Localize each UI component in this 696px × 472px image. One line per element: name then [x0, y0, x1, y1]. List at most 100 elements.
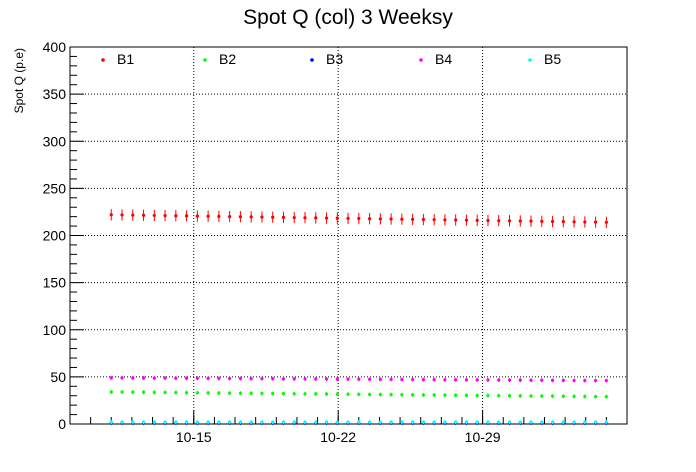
- data-point: [572, 420, 576, 424]
- data-point: [249, 215, 253, 219]
- data-point: [486, 393, 490, 398]
- data-point: [572, 378, 576, 383]
- data-point: [604, 420, 608, 424]
- data-point: [389, 420, 393, 424]
- data-point: [314, 392, 318, 396]
- data-point: [507, 219, 512, 223]
- data-point: [572, 220, 576, 224]
- data-point: [561, 420, 565, 424]
- data-point: [400, 420, 404, 424]
- data-point: [411, 393, 415, 397]
- data-point: [518, 378, 522, 382]
- data-point: [163, 420, 167, 424]
- data-point: [400, 377, 404, 382]
- data-point: [443, 378, 447, 382]
- data-point: [486, 378, 490, 382]
- data-point: [389, 377, 393, 382]
- data-point: [475, 393, 479, 398]
- data-point: [540, 420, 544, 424]
- data-point: [378, 420, 382, 424]
- data-point: [497, 420, 501, 424]
- y-tick-label: 100: [43, 322, 67, 338]
- data-point: [454, 393, 458, 397]
- data-point: [475, 218, 479, 222]
- data-point: [185, 214, 189, 218]
- data-point: [583, 420, 587, 424]
- data-point: [367, 392, 372, 397]
- data-point: [109, 213, 113, 217]
- legend: B1 B2 B3 B4 B5: [101, 51, 561, 67]
- y-tick-label: 150: [43, 275, 67, 291]
- data-point: [529, 378, 533, 382]
- data-point: [174, 420, 178, 424]
- data-point: [249, 391, 253, 395]
- data-point: [561, 378, 565, 382]
- data-point: [206, 391, 210, 395]
- data-point: [421, 420, 425, 424]
- data-point: [281, 377, 286, 381]
- data-point: [464, 378, 469, 382]
- x-tick-label: 10-22: [320, 429, 356, 445]
- data-point: [324, 392, 329, 396]
- data-point: [185, 420, 189, 424]
- y-tick-label: 0: [58, 416, 66, 432]
- data-point: [163, 213, 167, 218]
- data-point: [228, 376, 232, 381]
- data-point: [238, 215, 243, 219]
- data-point: [518, 394, 522, 398]
- axes: 0 50 100 150 200 250 300 350 400 10-15 10-22 10-29: [43, 39, 607, 445]
- data-point: [497, 394, 501, 398]
- data-point: [432, 378, 436, 382]
- data-point: [292, 392, 296, 396]
- data-point: [163, 390, 167, 395]
- legend-label: B5: [544, 51, 561, 67]
- data-point: [583, 394, 587, 399]
- grid-lines: [70, 47, 627, 424]
- data-point: [109, 376, 113, 380]
- data-point: [271, 420, 275, 424]
- data-point: [378, 392, 382, 397]
- data-point: [604, 379, 608, 383]
- data-point: [604, 220, 608, 224]
- data-point: [281, 391, 286, 396]
- data-point: [217, 420, 221, 424]
- data-point: [529, 394, 533, 398]
- data-point: [324, 377, 329, 381]
- data-point: [141, 390, 146, 394]
- data-point: [292, 377, 296, 381]
- data-point: [174, 390, 178, 395]
- data-points: [109, 209, 608, 426]
- data-point: [550, 420, 555, 424]
- legend-label: B3: [326, 51, 343, 67]
- data-point: [594, 420, 598, 424]
- legend-marker: [101, 58, 105, 62]
- y-tick-label: 350: [43, 86, 67, 102]
- data-point: [550, 378, 555, 382]
- legend-marker: [419, 58, 423, 62]
- data-point: [195, 214, 199, 218]
- data-point: [540, 378, 544, 382]
- data-point: [141, 213, 146, 217]
- data-point: [303, 392, 307, 396]
- y-tick-label: 250: [43, 180, 67, 196]
- data-point: [432, 420, 436, 424]
- data-point: [443, 420, 447, 424]
- data-point: [486, 420, 490, 424]
- data-point: [335, 216, 339, 220]
- data-point: [120, 376, 124, 380]
- data-point: [228, 420, 232, 424]
- data-point: [303, 216, 307, 220]
- data-point: [303, 420, 307, 424]
- data-point: [443, 218, 447, 222]
- data-point: [131, 390, 135, 394]
- data-point: [206, 376, 210, 380]
- data-point: [572, 394, 576, 398]
- y-tick-label: 300: [43, 133, 67, 149]
- y-tick-label: 200: [43, 228, 67, 244]
- data-point: [454, 420, 458, 424]
- data-point: [507, 394, 512, 398]
- data-point: [367, 377, 372, 381]
- data-point: [486, 218, 490, 223]
- data-point: [346, 420, 350, 424]
